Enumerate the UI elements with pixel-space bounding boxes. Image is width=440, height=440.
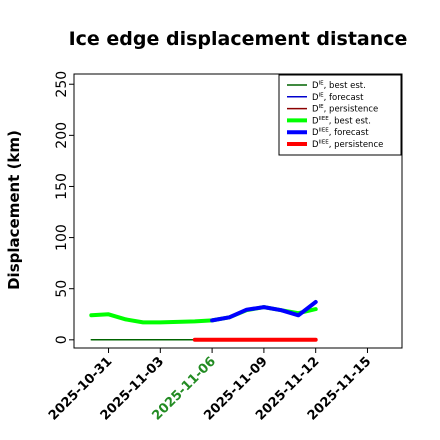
legend-entry-1: DIE, forecast <box>312 92 364 103</box>
legend-box <box>278 74 402 156</box>
chart-title: Ice edge displacement distance <box>69 28 408 50</box>
y-tick-label: 150 <box>54 173 70 200</box>
y-tick-label: 250 <box>54 71 70 98</box>
y-tick-label: 0 <box>54 335 70 344</box>
legend-entry-4: DIIEE, forecast <box>312 128 369 139</box>
y-tick-label: 200 <box>54 122 70 149</box>
legend-entry-5: DIIEE, persistence <box>312 140 383 151</box>
series-layer <box>89 300 318 342</box>
plot-area <box>73 73 403 349</box>
y-tick-label: 100 <box>54 224 70 251</box>
series-line-4 <box>210 300 318 323</box>
y-tick-label: 50 <box>54 280 70 298</box>
legend-entry-0: DIE, best est. <box>312 81 366 92</box>
legend-entry-2: DIE, persistence <box>312 104 378 115</box>
legend-entry-3: DIIEE, best est. <box>312 116 371 127</box>
x-ticks: 2025-10-312025-11-032025-11-062025-11-09… <box>46 348 374 424</box>
y-ticks: 0 50 100 150 200 250 <box>54 71 74 344</box>
y-axis-label: Displacement (km) <box>5 130 23 290</box>
